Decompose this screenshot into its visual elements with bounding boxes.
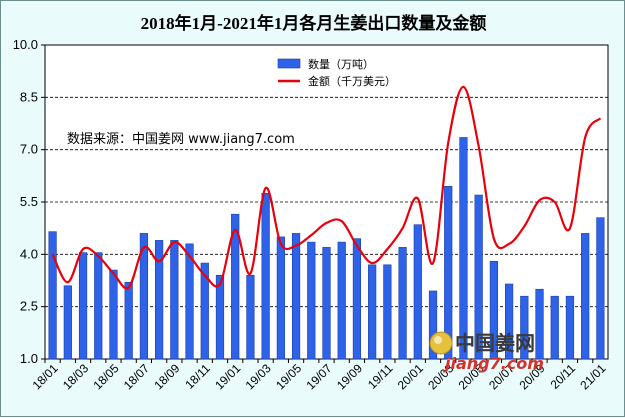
bar-18/05 [109,269,118,360]
bar-19/05 [291,233,301,360]
ginger-logo-icon [429,331,453,355]
bar-20/09 [535,288,544,360]
x-tick-label: 19/03 [243,361,274,392]
x-tick-label: 18/05 [90,361,121,392]
x-tick-label: 20/11 [548,361,579,392]
bar-19/09 [352,238,362,360]
bar-19/08 [337,241,346,360]
x-tick-label: 18/09 [151,361,182,392]
y-tick-label: 5.5 [20,194,38,209]
bar-20/11 [565,295,575,360]
bar-20/07 [504,283,514,360]
bar-18/07 [139,233,149,360]
legend-label-quantity: 数量（万吨） [308,58,374,71]
bar-19/02 [246,274,255,360]
x-tick-label: 20/01 [395,361,426,392]
bar-18/12 [215,274,225,360]
bar-20/01 [413,224,422,360]
bar-18/02 [63,285,72,360]
bar-18/09 [170,240,179,360]
bar-19/01 [231,213,240,360]
bar-20/05 [474,194,483,360]
bar-18/10 [185,243,194,360]
x-tick-label: 19/05 [273,361,304,392]
line-series-amount [51,85,602,290]
bar-19/06 [307,241,316,360]
bar-20/12 [581,233,590,360]
y-tick-label: 8.5 [20,89,38,104]
bar-19/07 [322,247,331,360]
watermark-logo-text: 中国姜网 [455,331,535,355]
watermark-url: jiang7.com [442,354,544,373]
ginger-logo-highlight [434,336,442,344]
bar-20/06 [489,261,498,360]
bar-20/04 [459,137,468,360]
x-tick-label: 19/11 [365,361,396,392]
y-tick-label: 4.0 [20,246,38,261]
bar-18/06 [124,281,133,360]
x-tick-label: 18/07 [121,361,152,392]
bar-18/11 [200,262,209,360]
bar-20/03 [444,186,453,360]
bar-18/03 [78,252,88,360]
bar-19/11 [383,264,392,360]
bar-19/04 [276,236,285,360]
bar-18/04 [94,252,103,360]
y-tick-label: 1.0 [20,351,38,366]
bar-19/03 [261,192,270,360]
x-tick-label: 18/11 [182,361,213,392]
bar-20/08 [520,295,529,360]
bar-19/10 [368,264,377,360]
legend-label-amount: 金额（千万美元） [308,74,396,88]
bar-20/02 [428,290,438,360]
bar-21/01 [596,217,605,360]
bar-18/01 [48,231,57,360]
source-annotation: 数据来源：中国姜网 www.jiang7.com [67,132,295,147]
x-tick-label: 19/01 [212,361,243,392]
bar-19/12 [398,247,407,360]
bar-18/08 [155,240,164,360]
x-tick-label: 18/03 [60,361,91,392]
y-tick-label: 7.0 [20,142,38,157]
x-tick-label: 19/07 [303,361,334,392]
x-tick-label: 21/01 [577,361,608,392]
bar-20/10 [550,295,559,360]
y-tick-label: 2.5 [20,299,38,314]
chart-title: 2018年1月-2021年1月各月生姜出口数量及金额 [140,14,487,33]
y-tick-label: 10.0 [13,37,38,52]
legend-swatch-quantity [277,58,301,69]
x-tick-label: 19/09 [334,361,365,392]
